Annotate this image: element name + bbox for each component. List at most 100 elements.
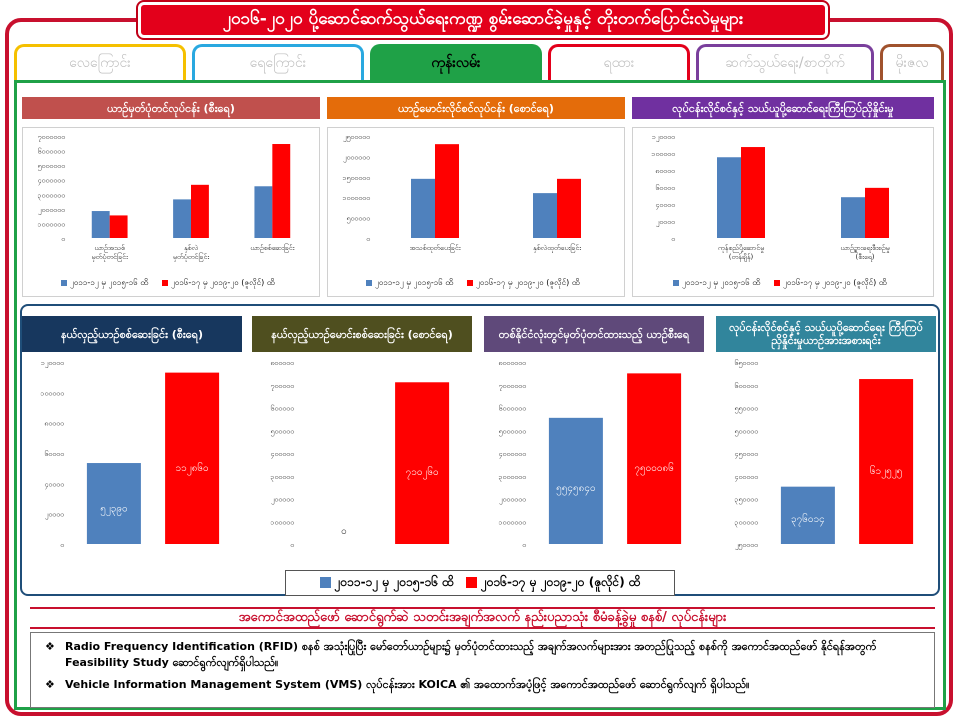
data-label: ၅၅၄၅၈၄၀ [556, 483, 595, 496]
bar [548, 417, 603, 544]
y-tick-label: ၅၀၀၀၀၀၀ [37, 162, 65, 171]
legend-item-blue: ၂၀၁၁-၁၂ မှ ၂၀၁၅-၁၆ ထိ [319, 574, 454, 592]
y-tick-label: ၃၅၀၀၀၀ [734, 496, 758, 505]
y-tick-label: ၆၀၀၀၀၀ [734, 382, 758, 390]
data-label: ၆၁၂၅၂၅ [870, 464, 902, 479]
y-tick-label: ၆၅၀၀၀၀ [734, 359, 758, 368]
main-legend: ၂၀၁၁-၁၂ မှ ၂၀၁၅-၁၆ ထိ ၂၀၁၆-၁၇ မှ ၂၀၁၉-၂၀… [285, 570, 675, 596]
y-tick-label: ၂၅၀၀၀၀၀ [342, 133, 370, 142]
legend-item-red: ၂၀၁၆-၁၇ မှ ၂၀၁၉-၂၀ (ဇူလိုင်) ထိ [465, 574, 641, 592]
chart-title: ယာဉ်မှတ်ပုံတင်လုပ်ငန်း (စီးရေ) [22, 97, 320, 119]
bar [859, 379, 914, 544]
y-tick-label: ၈၀၀၀၀ [655, 167, 675, 175]
tab-communication-postal[interactable]: ဆက်သွယ်ရေး/စာတိုက် [696, 44, 874, 80]
tab-water[interactable]: ရေကြောင်း [192, 44, 364, 80]
notes-list: ❖ Radio Frequency Identification (RFID) စ… [30, 632, 935, 708]
y-tick-label: ၀ [366, 235, 370, 243]
legend-item-red: ၂၀၁၆-၁၇ မှ ၂၀၁၉-၂၀ (ဇူလိုင်) ထိ [467, 277, 579, 289]
y-tick-label: ၁၀၀၀၀၀၀ [342, 194, 370, 202]
legend-item-blue: ၂၀၁၁-၁၂ မှ ၂၀၁၅-၁၆ ထိ [366, 277, 453, 289]
content-panel [14, 80, 946, 710]
chart-vehicle-registration: ယာဉ်မှတ်ပုံတင်လုပ်ငန်း (စီးရေ) ၀၁၀၀၀၀၀၀ ၂၀… [22, 97, 320, 297]
page-title: ၂၀၁၆-၂၀၂၀ ပို့ဆောင်ဆက်သွယ်ရေးကဏ္ဍ စွမ်းဆ… [136, 0, 830, 40]
y-tick-label: ၁၀၀၀၀၀ [270, 518, 294, 526]
legend-swatch-blue [61, 279, 67, 286]
y-tick-label: ၁၂၀၀၀၀ [652, 133, 675, 142]
x-tick-label: မှတ်ပုံတင်ခြင်း [92, 252, 129, 262]
bar [91, 211, 110, 238]
y-tick-label: ၄၀၀၀၀ [655, 201, 675, 210]
legend-label-red: ၂၀၁၆-၁၇ မှ ၂၀၁၉-၂၀ (ဇူလိုင်) ထိ [783, 278, 887, 287]
y-tick-label: ၃၀၀၀၀၀၀ [498, 473, 526, 482]
chart-mobile-vehicle-inspection: နယ်လှည့်ယာဉ်စစ်ဆေးခြင်း (စီးရေ) ၀ ၂၀၀၀၀ ၄၀၀… [22, 316, 242, 566]
legend-swatch-blue [366, 279, 372, 286]
chart-title: ယာဉ်မောင်းလိုင်စင်လုပ်ငန်း (စောင်ရေ) [327, 97, 625, 119]
x-tick-label: ယာဉ်အသစ် [94, 244, 125, 253]
data-label: ၃၇၆၀၁၄ [791, 512, 825, 527]
y-tick-label: ၄၀၀၀၀၀၀ [37, 177, 65, 186]
legend-label-red: ၂၀၁၆-၁၇ မှ ၂၀၁၉-၂၀ (ဇူလိုင်) ထိ [476, 278, 580, 287]
legend-swatch-red [465, 577, 477, 588]
legend-label-red: ၂၀၁၆-၁၇ မှ ၂၀၁၉-၂၀ (ဇူလိုင်) ထိ [480, 575, 641, 589]
bar [272, 144, 291, 238]
y-tick-label: ၄၀၀၀၀ [44, 480, 64, 489]
chart-driving-license: ယာဉ်မောင်းလိုင်စင်လုပ်ငန်း (စောင်ရေ) ၀ ၅၀၀… [327, 97, 625, 297]
list-item: ❖ Vehicle Information Management System (… [45, 677, 926, 693]
y-tick-label: ၅၀၀၀၀၀ [734, 427, 758, 436]
list-item: ❖ Radio Frequency Identification (RFID) စ… [45, 639, 926, 671]
y-tick-label: ၁၅၀၀၀၀၀ [342, 174, 370, 183]
y-tick-label: ၈၀၀၀၀ [44, 420, 64, 428]
x-tick-label: နှစ်လဲ [184, 244, 198, 253]
chart-svg: ၂၅၀၀၀၀ ၃၀၀၀၀၀ ၃၅၀၀၀၀ ၄၀၀၀၀၀ ၄၅၀၀၀၀ ၅၀၀၀၀၀ ၅၅၀၀… [734, 359, 914, 550]
bar [109, 215, 128, 238]
y-tick-label: ၁၀၀၀၀၀၀ [37, 220, 65, 228]
tab-meteorology[interactable]: မိုးဇလ [880, 44, 944, 80]
data-label: ၅၂၃၉၀ [100, 504, 127, 517]
data-label: ၁၁၂၈၆၀ [176, 461, 209, 476]
x-tick-label: ယာဉ်စစ်ဆေးခြင်း [250, 243, 294, 253]
legend-swatch-red [774, 279, 780, 286]
y-tick-label: ၃၀၀၀၀၀ [734, 518, 758, 527]
tab-road[interactable]: ကုန်းလမ်း [370, 44, 542, 80]
y-tick-label: ၂၀၀၀၀ [655, 218, 675, 227]
legend-label-blue: ၂၀၁၁-၁၂ မှ ၂၀၁၅-၁၆ ထိ [334, 575, 454, 589]
x-tick-label: (စီးရေ) [856, 253, 875, 262]
data-label: ၇၁၀၂၆၀ [406, 465, 439, 480]
y-tick-label: ၆၀၀၀၀ [655, 184, 675, 192]
legend-swatch-blue [319, 577, 331, 588]
x-tick-label: နှစ်လဲထုတ်ပေးခြင်း [533, 243, 581, 253]
diamond-bullet-icon: ❖ [45, 640, 55, 653]
y-tick-label: ၈၀၀၀၀၀ [270, 359, 294, 367]
bar [165, 372, 220, 544]
chart-license-transport-vehicles: လုပ်ငန်းလိုင်စင်နှင့် သယ်ယူပို့ဆောင်ရေး … [716, 316, 936, 566]
y-tick-label: ၁၀၀၀၀၀၀ [498, 518, 526, 526]
bar [557, 178, 581, 238]
y-tick-label: ၃၀၀၀၀၀ [270, 473, 294, 482]
legend-swatch-blue [673, 279, 679, 286]
legend-swatch-red [162, 279, 168, 286]
y-tick-label: ၆၀၀၀၀၀၀ [498, 405, 526, 413]
bar [741, 147, 765, 238]
x-tick-label: မှတ်ပုံတင်ခြင်း [173, 252, 210, 262]
tab-air[interactable]: လေကြောင်း [14, 44, 186, 80]
y-tick-label: ၂၀၀၀၀၀၀ [37, 206, 65, 215]
y-tick-label: ၂၅၀၀၀၀ [734, 541, 758, 550]
tab-bar: လေကြောင်း ရေကြောင်း ကုန်းလမ်း ရထား ဆက်သွ… [14, 44, 946, 80]
y-tick-label: ၅၀၀၀၀၀ [346, 215, 370, 224]
diamond-bullet-icon: ❖ [45, 678, 55, 691]
bar [86, 463, 141, 544]
legend-label-blue: ၂၀၁၁-၁၂ မှ ၂၀၁၅-၁၆ ထိ [375, 278, 453, 287]
y-tick-label: ၇၀၀၀၀၀ [270, 382, 294, 391]
y-tick-label: ၀ [522, 541, 526, 549]
tab-railway[interactable]: ရထား [548, 44, 690, 80]
chart-legend: ၂၀၁၁-၁၂ မှ ၂၀၁၅-၁၆ ထိ ၂၀၁၆-၁၇ မှ ၂၀၁၉-၂၀ … [673, 277, 886, 289]
chart-svg: ၀ ၁၀၀၀၀၀၀ ၂၀၀၀၀၀၀ ၃၀၀၀၀၀၀ ၄၀၀၀၀၀၀ ၅၀၀၀၀၀၀ ၆၀၀၀… [37, 133, 295, 262]
bar [865, 187, 889, 238]
legend-label-blue: ၂၀၁၁-၁၂ မှ ၂၀၁၅-၁၆ ထိ [70, 278, 148, 287]
chart-title: လုပ်ငန်းလိုင်စင်နှင့် သယ်ယူပို့ဆောင်ရေး … [716, 316, 936, 352]
y-tick-label: ၂၀၀၀၀၀၀ [342, 153, 370, 162]
y-tick-label: ၀ [60, 541, 64, 549]
y-tick-label: ၄၅၀၀၀၀ [734, 450, 758, 459]
y-tick-label: ၆၀၀၀၀ [44, 450, 64, 458]
chart-svg: ၀ ၁၀၀၀၀၀၀ ၂၀၀၀၀၀၀ ၃၀၀၀၀၀၀ ၄၀၀၀၀၀၀ ၅၀၀၀၀၀၀ ၆၀၀၀… [498, 359, 682, 549]
